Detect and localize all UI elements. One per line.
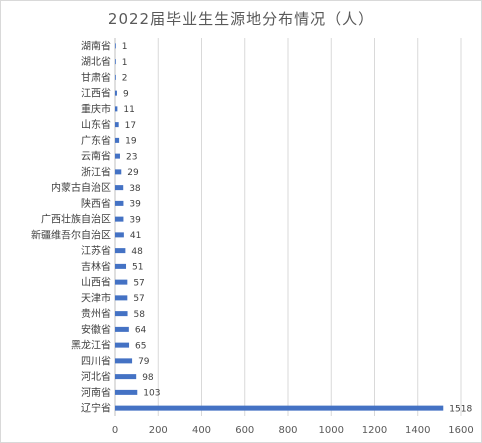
bar <box>115 106 118 112</box>
value-label: 79 <box>138 357 150 367</box>
category-label: 黑龙江省 <box>71 339 111 352</box>
category-label: 内蒙古自治区 <box>51 181 111 194</box>
value-label: 39 <box>129 215 141 225</box>
bar <box>115 248 126 254</box>
x-tick-label: 200 <box>149 425 168 436</box>
value-label: 38 <box>129 184 141 194</box>
bar <box>115 326 129 332</box>
bar <box>115 232 124 238</box>
x-tick-label: 600 <box>235 425 254 436</box>
value-label: 1 <box>122 58 128 68</box>
bar <box>115 405 444 411</box>
category-label: 四川省 <box>81 354 111 367</box>
value-label: 48 <box>131 247 143 257</box>
category-label: 甘肃省 <box>81 71 111 84</box>
value-label: 57 <box>133 294 144 304</box>
category-label: 辽宁省 <box>81 402 111 415</box>
bar <box>115 216 124 222</box>
x-tick-label: 1000 <box>319 425 344 436</box>
x-tick-label: 800 <box>278 425 297 436</box>
category-label: 安徽省 <box>81 323 111 336</box>
bar <box>115 389 138 395</box>
category-label: 天津市 <box>81 291 111 304</box>
value-label: 58 <box>134 310 146 320</box>
value-label: 1 <box>122 42 128 52</box>
bar <box>115 185 124 191</box>
category-label: 贵州省 <box>81 307 111 320</box>
value-label: 29 <box>127 168 139 178</box>
category-label: 湖南省 <box>81 39 111 52</box>
category-label: 广东省 <box>81 134 111 147</box>
value-label: 51 <box>132 263 143 273</box>
bar <box>115 200 124 206</box>
bar <box>115 169 122 175</box>
value-label: 64 <box>135 326 147 336</box>
value-label: 103 <box>143 389 160 399</box>
category-label: 重庆市 <box>81 102 111 115</box>
x-tick-label: 0 <box>112 425 118 436</box>
bar <box>115 153 120 159</box>
category-label: 山西省 <box>81 276 111 289</box>
category-label: 山东省 <box>81 118 111 131</box>
category-label: 陕西省 <box>81 197 111 210</box>
category-label: 湖北省 <box>81 55 111 68</box>
value-label: 98 <box>142 373 154 383</box>
x-tick-label: 1600 <box>448 425 473 436</box>
category-label: 广西壮族自治区 <box>41 213 111 226</box>
category-label: 江西省 <box>81 87 111 100</box>
value-label: 39 <box>129 200 141 210</box>
value-label: 11 <box>123 105 134 115</box>
bar <box>115 263 127 269</box>
category-label: 浙江省 <box>81 165 111 178</box>
bar <box>115 279 128 285</box>
bar <box>115 122 119 128</box>
value-label: 19 <box>125 137 137 147</box>
bar <box>115 74 116 80</box>
x-tick-label: 1400 <box>405 425 430 436</box>
value-label: 57 <box>133 278 144 288</box>
x-tick-label: 400 <box>192 425 211 436</box>
category-label: 河北省 <box>81 370 111 383</box>
category-label: 河南省 <box>81 386 111 399</box>
category-label: 云南省 <box>81 150 111 163</box>
bar <box>115 59 116 65</box>
category-label: 新疆维吾尔自治区 <box>31 228 111 241</box>
bar <box>115 342 130 348</box>
value-label: 65 <box>135 341 146 351</box>
value-label: 1518 <box>449 404 472 414</box>
bar <box>115 43 116 49</box>
bar <box>115 90 117 96</box>
x-tick-label: 1200 <box>362 425 387 436</box>
value-label: 9 <box>123 89 129 99</box>
bar <box>115 295 128 301</box>
category-label: 吉林省 <box>81 260 111 273</box>
value-label: 17 <box>125 121 136 131</box>
bar <box>115 311 128 317</box>
value-label: 2 <box>122 74 128 84</box>
chart-title: 2022届毕业生生源地分布情况（人） <box>107 10 375 28</box>
value-label: 23 <box>126 152 137 162</box>
category-label: 江苏省 <box>81 244 111 257</box>
bar <box>115 358 133 364</box>
bar <box>115 137 120 143</box>
bar <box>115 374 137 380</box>
value-label: 41 <box>130 231 141 241</box>
